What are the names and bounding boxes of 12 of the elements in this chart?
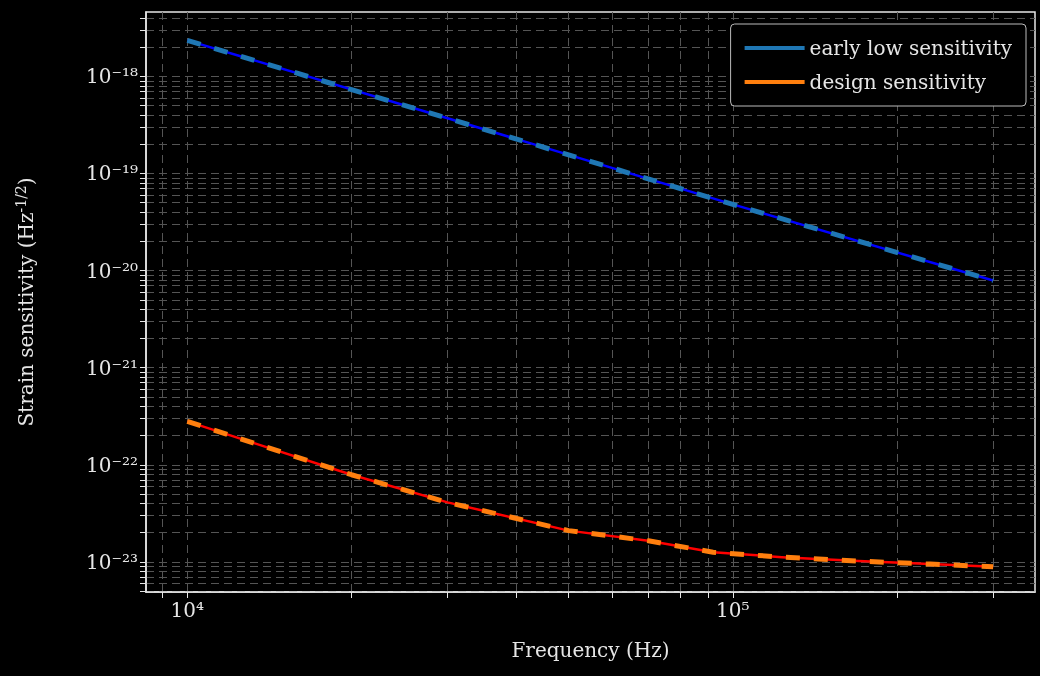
y-tick-label: 10⁻²¹ bbox=[85, 355, 138, 380]
y-tick-label: 10⁻¹⁸ bbox=[85, 64, 138, 89]
legend-label: design sensitivity bbox=[809, 70, 987, 94]
x-tick-label: 10⁴ bbox=[170, 598, 205, 622]
y-tick-label: 10⁻²³ bbox=[85, 549, 138, 574]
y-tick-label: 10⁻²² bbox=[85, 452, 138, 477]
x-axis-title: Frequency (Hz) bbox=[511, 638, 670, 662]
y-tick-label: 10⁻²⁰ bbox=[85, 258, 138, 283]
y-axis-title: Strain sensitivity (Hz-1/2) bbox=[13, 177, 38, 427]
legend-label: early low sensitivity bbox=[809, 36, 1013, 60]
y-tick-label: 10⁻¹⁹ bbox=[85, 161, 138, 186]
x-tick-label: 10⁵ bbox=[716, 598, 750, 622]
